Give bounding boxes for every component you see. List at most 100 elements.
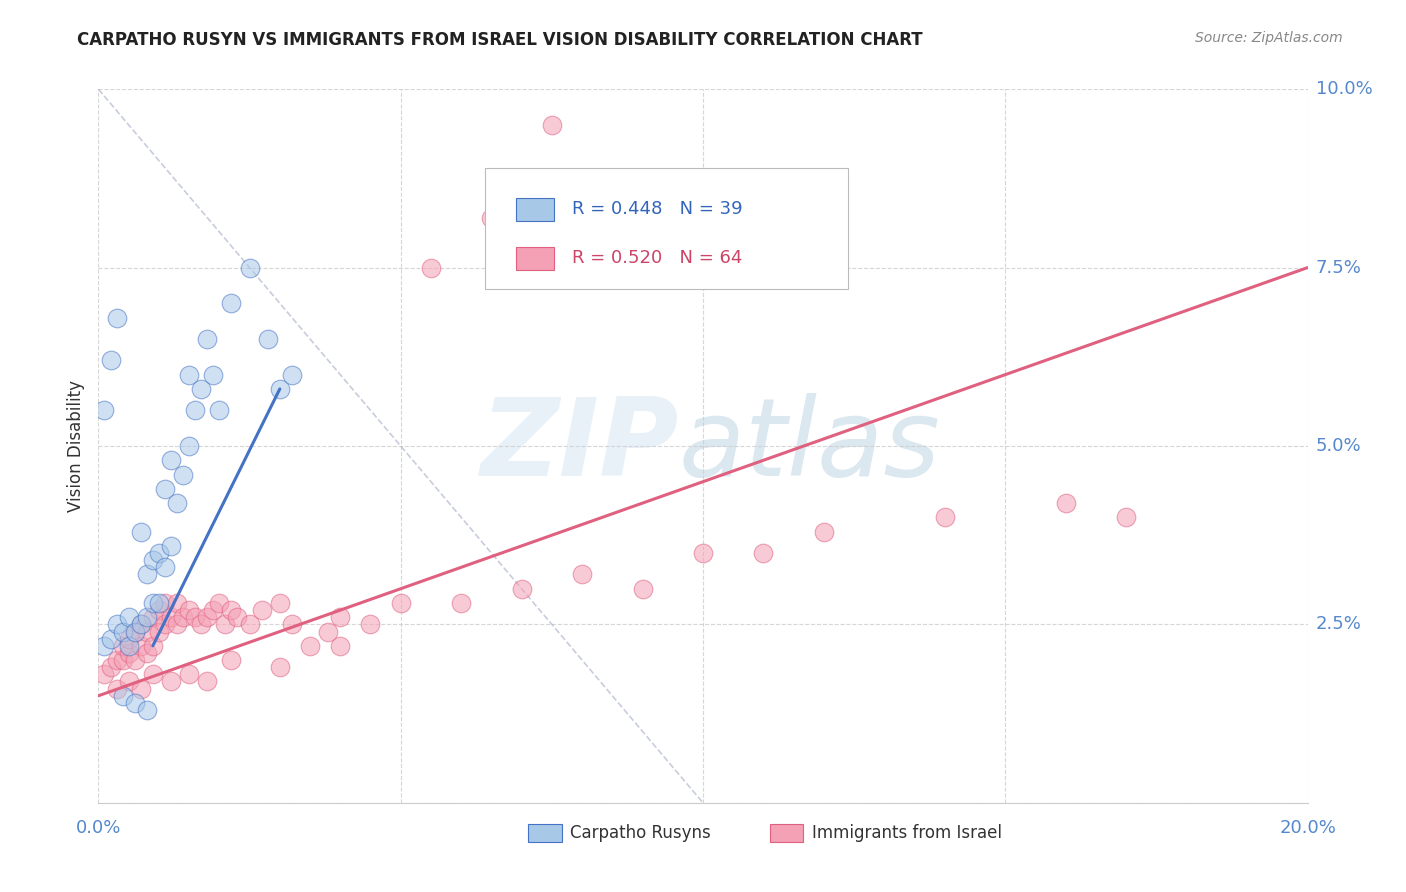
Bar (516, 198, 554, 220)
Text: ZIP: ZIP (481, 393, 679, 499)
FancyBboxPatch shape (485, 168, 848, 289)
Point (129, 617, 152, 632)
Y-axis label: Vision Disability: Vision Disability (66, 380, 84, 512)
Point (166, 496, 188, 510)
Point (316, 624, 339, 639)
Point (250, 603, 273, 617)
Text: 10.0%: 10.0% (1316, 80, 1372, 98)
Point (153, 482, 176, 496)
Point (160, 453, 183, 467)
Point (195, 674, 218, 689)
Point (105, 653, 128, 667)
Point (239, 260, 262, 275)
Point (160, 674, 183, 689)
Point (160, 610, 183, 624)
Point (540, 118, 562, 132)
Point (631, 582, 654, 596)
Point (135, 646, 157, 660)
Point (221, 296, 243, 310)
Point (148, 624, 170, 639)
Text: 7.5%: 7.5% (1316, 259, 1362, 277)
Point (105, 617, 128, 632)
Text: R = 0.520   N = 64: R = 0.520 N = 64 (572, 250, 742, 268)
Point (142, 667, 165, 681)
Point (299, 639, 322, 653)
Point (148, 546, 170, 560)
Point (111, 624, 134, 639)
Point (420, 260, 443, 275)
Point (239, 617, 262, 632)
Point (256, 332, 278, 346)
Point (142, 596, 165, 610)
Point (208, 403, 231, 417)
Point (118, 674, 141, 689)
Point (148, 603, 170, 617)
Point (172, 467, 194, 482)
Point (1054, 496, 1077, 510)
Point (124, 696, 146, 710)
Point (813, 524, 835, 539)
Point (142, 553, 165, 567)
Point (124, 624, 146, 639)
Point (172, 610, 194, 624)
Point (93, 667, 115, 681)
Point (329, 639, 352, 653)
Point (1115, 510, 1137, 524)
Point (100, 353, 122, 368)
Text: 2.5%: 2.5% (1316, 615, 1362, 633)
Point (281, 368, 304, 382)
Point (118, 646, 141, 660)
Point (129, 681, 152, 696)
Point (226, 610, 249, 624)
Point (360, 617, 382, 632)
Bar (527, 824, 561, 842)
Point (118, 610, 141, 624)
Point (389, 596, 412, 610)
Point (202, 603, 225, 617)
Point (100, 632, 122, 646)
Point (93, 403, 115, 417)
Point (135, 567, 157, 582)
Point (129, 639, 152, 653)
Point (100, 660, 122, 674)
Point (221, 603, 243, 617)
Point (124, 624, 146, 639)
Point (111, 689, 134, 703)
Point (135, 624, 157, 639)
Point (269, 382, 291, 396)
Point (105, 310, 128, 325)
Text: atlas: atlas (679, 393, 941, 499)
Point (129, 524, 152, 539)
Point (118, 632, 141, 646)
Text: 5.0%: 5.0% (1316, 437, 1361, 455)
Point (184, 610, 207, 624)
Point (221, 653, 243, 667)
Point (142, 610, 165, 624)
Point (142, 639, 165, 653)
Point (179, 603, 201, 617)
Point (153, 596, 176, 610)
Point (934, 510, 956, 524)
Point (124, 653, 146, 667)
Text: 20.0%: 20.0% (1279, 820, 1336, 838)
Point (190, 617, 212, 632)
Text: Source: ZipAtlas.com: Source: ZipAtlas.com (1195, 31, 1343, 45)
Point (571, 567, 593, 582)
Point (269, 596, 291, 610)
Point (135, 610, 157, 624)
Point (118, 639, 141, 653)
Point (129, 617, 152, 632)
Point (105, 681, 128, 696)
Text: CARPATHO RUSYN VS IMMIGRANTS FROM ISRAEL VISION DISABILITY CORRELATION CHART: CARPATHO RUSYN VS IMMIGRANTS FROM ISRAEL… (77, 31, 922, 49)
Point (179, 368, 201, 382)
Point (450, 596, 472, 610)
Point (269, 660, 291, 674)
Bar (769, 824, 803, 842)
Point (202, 368, 225, 382)
Point (111, 639, 134, 653)
Point (195, 610, 218, 624)
Point (329, 610, 352, 624)
Text: R = 0.448   N = 39: R = 0.448 N = 39 (572, 200, 742, 218)
Point (214, 617, 236, 632)
Point (752, 546, 775, 560)
